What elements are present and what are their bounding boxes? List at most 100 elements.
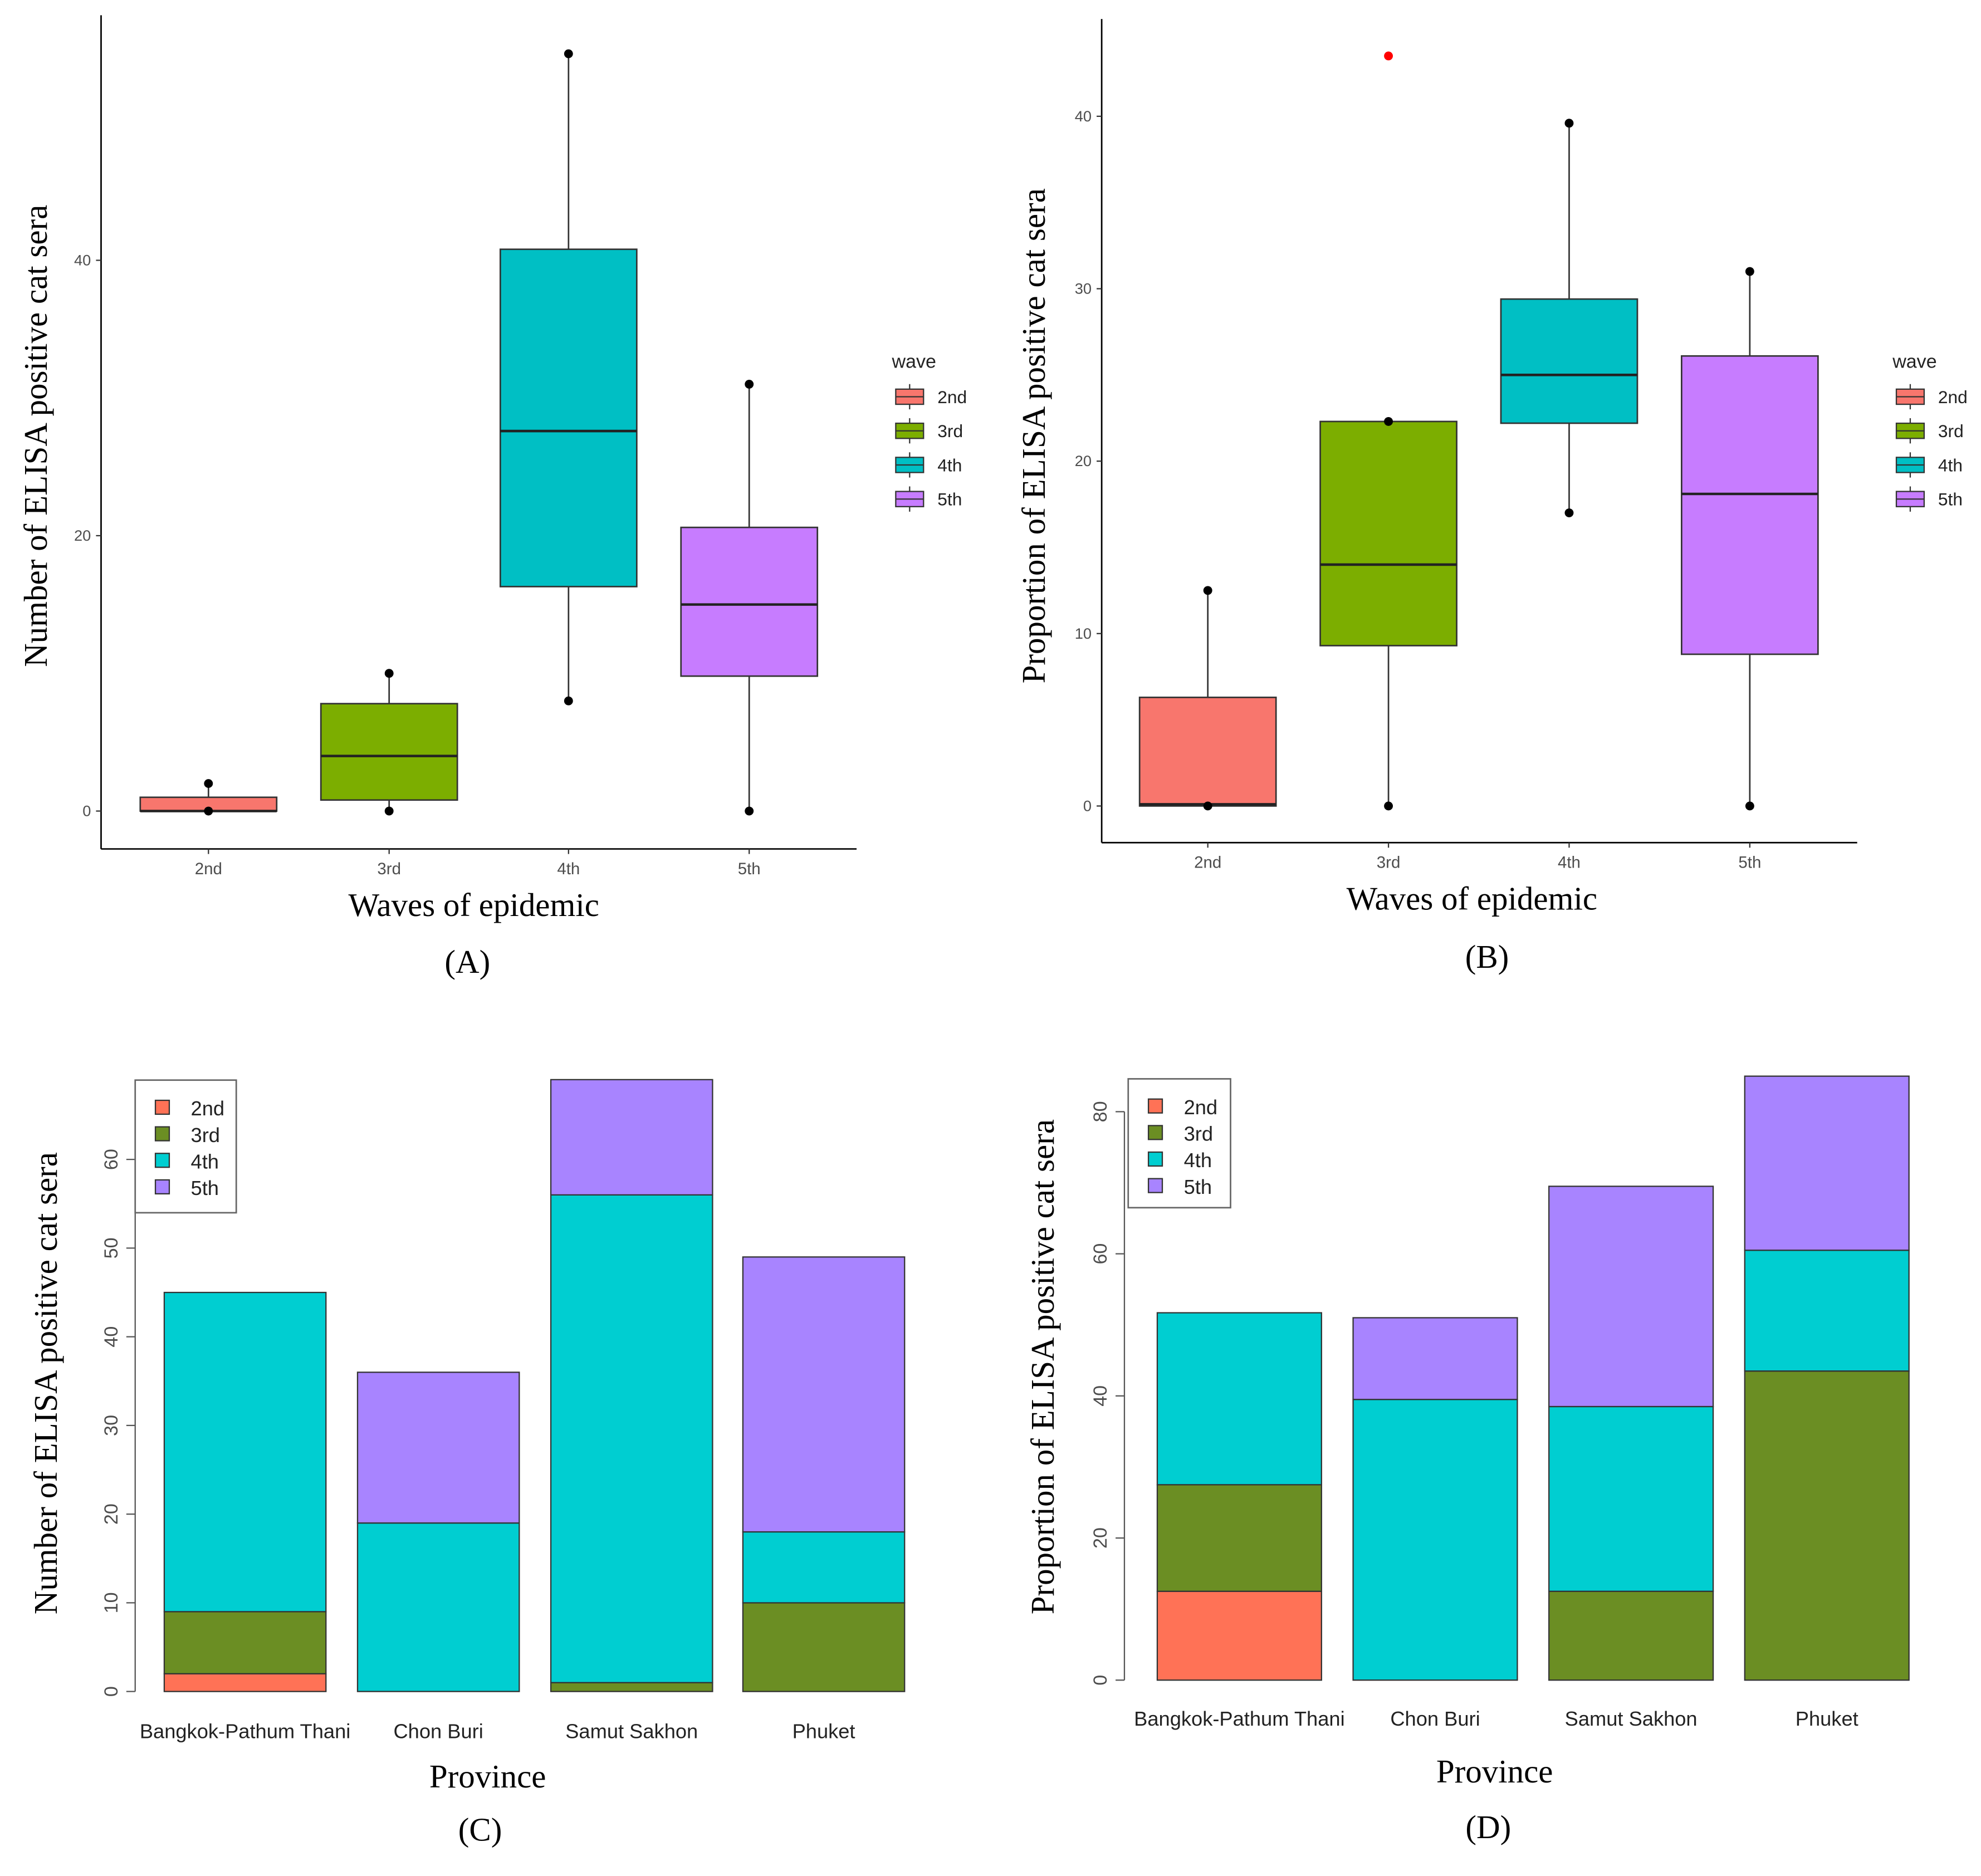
x-tick-label: Chon Buri [1390,1707,1480,1730]
legend-label: 4th [1938,455,1963,475]
y-tick-label: 0 [82,802,91,820]
y-tick-label: 10 [101,1592,122,1613]
legend-label: 3rd [191,1124,220,1147]
y-tick-label: 40 [74,252,91,269]
y-axis-title: Proportion of ELISA positive cat sera [1015,188,1052,683]
x-tick-label: Bangkok-Pathum Thani [1134,1707,1344,1730]
bar-segment-4th [1744,1250,1910,1372]
box-4th [1500,298,1638,424]
max-point [745,380,754,389]
x-tick-label: 4th [557,860,580,878]
legend-box [1127,1078,1231,1209]
max-point [1745,267,1754,276]
box-5th [1681,355,1819,655]
bar-segment-5th [1548,1186,1714,1408]
legend-label: 3rd [1184,1123,1213,1145]
x-tick-label: 5th [1738,854,1761,872]
x-tick-label: 3rd [377,860,401,878]
legend-swatch [154,1153,170,1168]
bar-segment-4th [163,1291,327,1613]
bar-segment-3rd [163,1611,327,1674]
y-tick-label: 50 [101,1237,122,1258]
bar-segment-3rd [742,1602,906,1692]
max-point [564,49,573,58]
bar-segment-2nd [1156,1590,1322,1681]
y-tick-label: 30 [101,1415,122,1436]
bar-segment-5th [1352,1317,1518,1400]
y-tick-label: 40 [1075,107,1092,125]
legend-swatch [154,1179,170,1195]
legend-label: 2nd [191,1097,225,1120]
legend-label: 5th [937,489,962,510]
y-tick-label: 80 [1090,1101,1111,1122]
x-tick-label: 2nd [1194,854,1221,872]
bar-segment-3rd [550,1682,713,1692]
box-3rd [320,703,458,801]
chart-panel-d: Province Proportion of ELISA positive cat… [1024,1075,1910,1845]
bar-segment-4th [1352,1399,1518,1681]
y-tick-label: 20 [1075,452,1092,469]
x-tick-label: Samut Sakhon [565,1720,698,1743]
x-tick-label: 5th [738,860,761,878]
legend-swatch [1147,1125,1163,1140]
bar-segment-3rd [1548,1590,1714,1681]
y-axis-title: Proportion of ELISA positive cat sera [1024,1119,1061,1614]
bar-segment-3rd [1744,1370,1910,1681]
legend-swatch [154,1099,170,1115]
legend-swatch [1147,1098,1163,1114]
legend-label: 4th [937,455,962,475]
bar-segment-4th [356,1522,520,1692]
chart-panel-c: Province Number of ELISA positive cat ser… [27,1079,906,1848]
legend-title: wave [1892,351,1936,372]
x-tick-label: 3rd [1377,854,1401,872]
legend-label: 3rd [937,421,963,441]
y-tick-label: 10 [1075,625,1092,642]
bar-segment-2nd [163,1673,327,1692]
x-axis-title: Province [1436,1753,1553,1790]
y-tick-label: 20 [101,1503,122,1525]
min-point [1203,801,1212,811]
box-2nd [1138,697,1277,807]
legend-label: 5th [1184,1175,1212,1198]
box-5th [680,526,819,677]
bar-segment-5th [550,1079,713,1196]
x-tick-label: Bangkok-Pathum Thani [140,1720,351,1743]
legend-swatch [1147,1178,1163,1193]
max-point [1564,119,1574,128]
min-point [745,806,754,816]
min-point [1384,801,1393,811]
y-tick-label: 30 [1075,280,1092,297]
bar-segment-4th [550,1194,713,1683]
min-point [384,806,394,816]
legend-label: 4th [191,1150,219,1173]
x-tick-label: Phuket [1796,1707,1858,1730]
max-point [1384,417,1393,426]
y-tick-label: 0 [1083,797,1092,815]
x-axis-title: Waves of epidemic [1347,880,1597,917]
legend-swatch [1147,1151,1163,1167]
max-point [1203,586,1212,595]
y-tick-label: 0 [1090,1675,1111,1686]
min-point [1745,801,1754,811]
bar-segment-4th [1156,1312,1322,1486]
y-axis-title: Number of ELISA positive cat sera [17,205,54,667]
bar-segment-5th [742,1256,906,1533]
x-tick-label: 4th [1558,854,1581,872]
legend-label: 3rd [1938,421,1964,441]
panel-label: (B) [1465,938,1509,975]
bar-segment-4th [1548,1405,1714,1592]
x-tick-label: Samut Sakhon [1565,1707,1698,1730]
legend-box [134,1079,237,1214]
y-tick-label: 60 [1090,1243,1111,1265]
bar-segment-3rd [1156,1484,1322,1592]
y-axis-title: Number of ELISA positive cat sera [27,1152,64,1614]
y-tick-label: 20 [1090,1527,1111,1549]
min-point [204,806,213,816]
min-point [1564,508,1574,517]
bar-segment-5th [356,1372,520,1524]
max-point [204,779,213,788]
box-3rd [1319,420,1457,646]
legend-label: 4th [1184,1149,1212,1172]
min-point [564,696,573,706]
y-tick-label: 0 [101,1686,122,1697]
